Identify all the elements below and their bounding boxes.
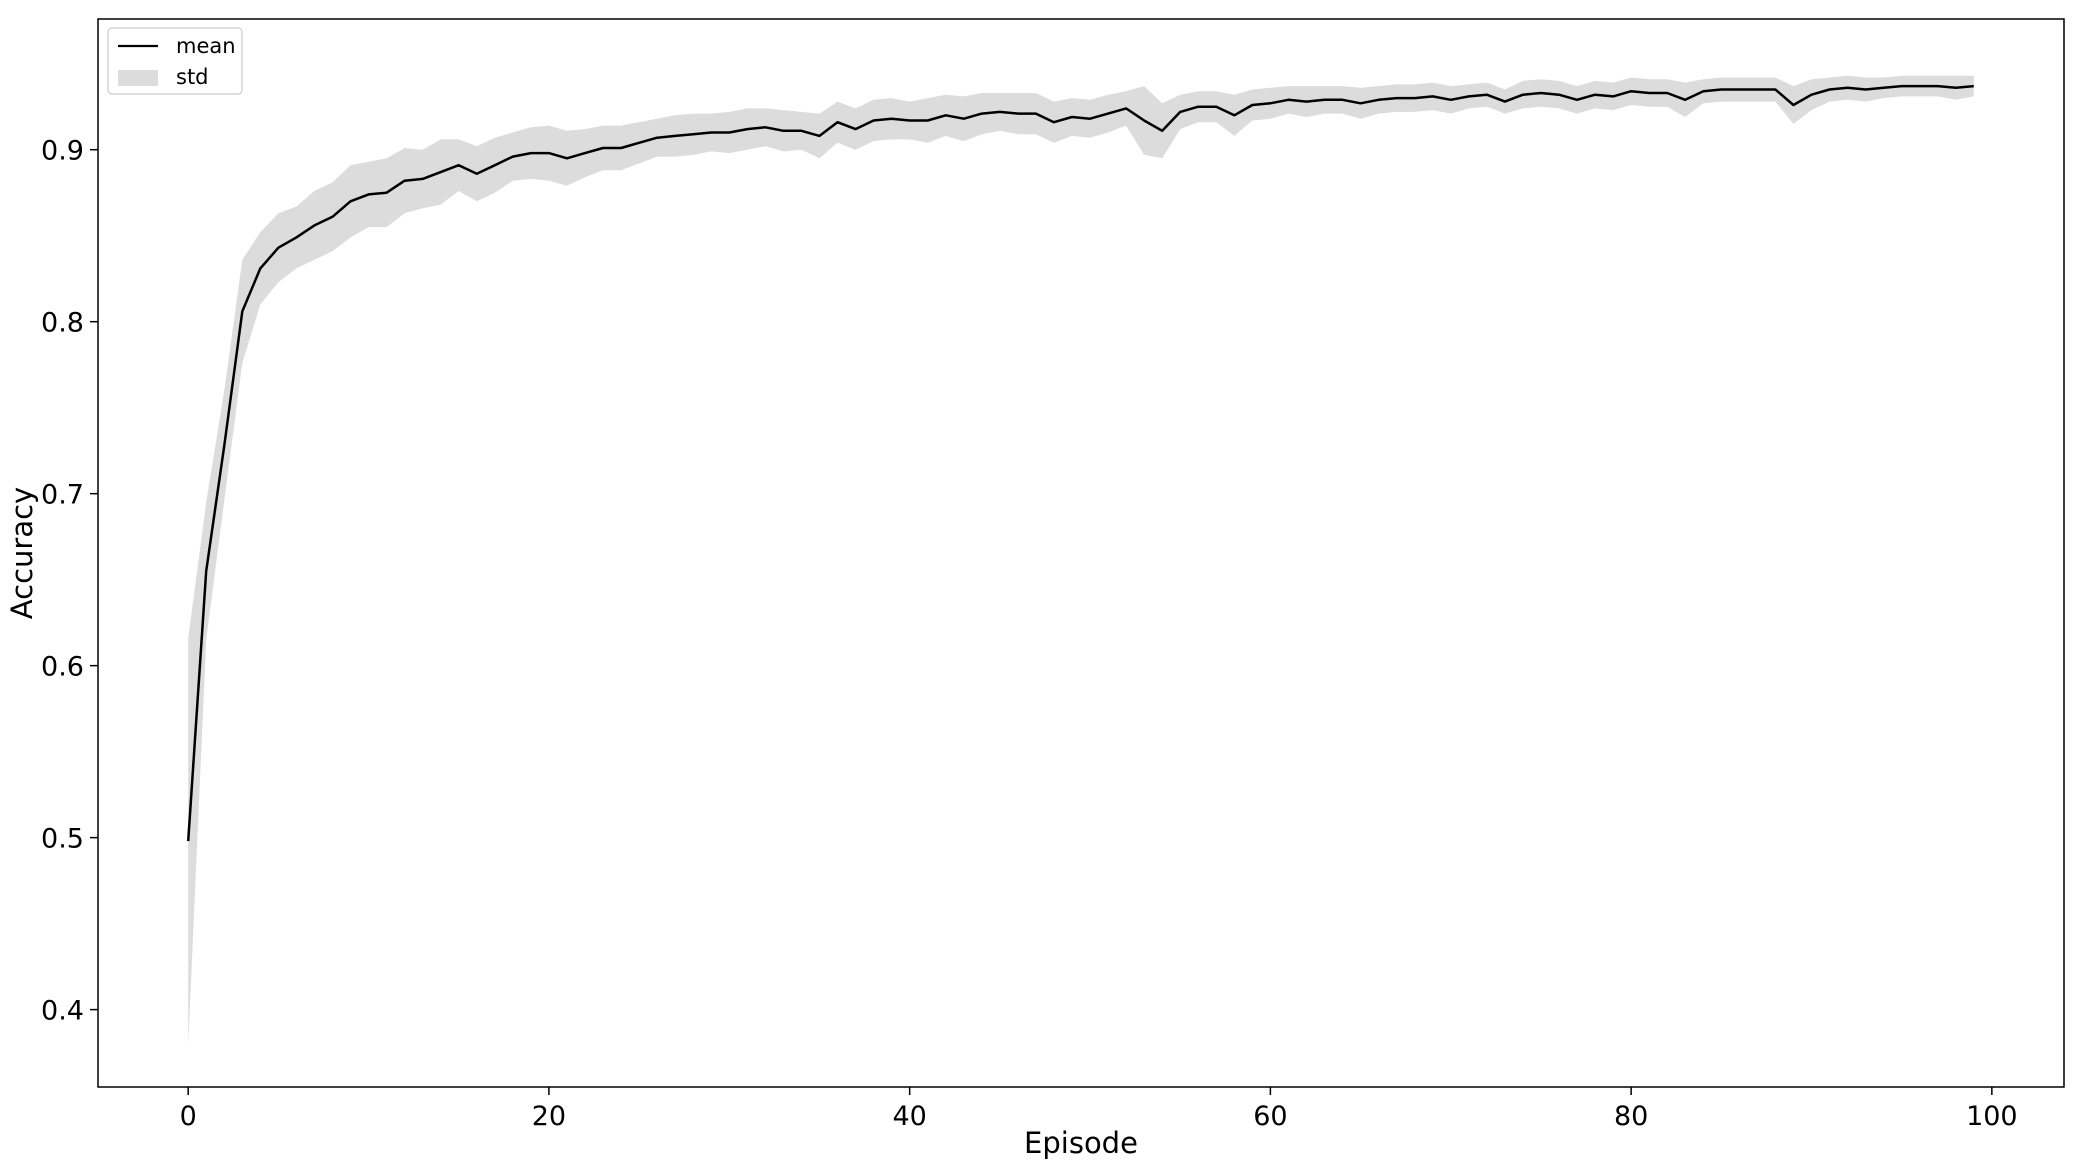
- y-tick-label: 0.5: [41, 824, 84, 855]
- y-tick-label: 0.8: [41, 308, 84, 339]
- y-tick-label: 0.7: [41, 480, 84, 511]
- legend-std-swatch: [118, 70, 158, 86]
- y-axis: 0.4 0.5 0.6 0.7 0.8 0.9: [41, 136, 98, 1027]
- legend-std-label: std: [176, 65, 209, 89]
- axes-frame: [97, 18, 2065, 1088]
- y-tick-label: 0.4: [41, 996, 84, 1027]
- std-band: [188, 75, 1974, 1045]
- x-tick-label: 80: [1614, 1101, 1648, 1132]
- x-tick-label: 60: [1253, 1101, 1287, 1132]
- legend: mean std: [107, 27, 243, 95]
- x-axis: 0 20 40 60 80 100: [180, 1087, 2018, 1132]
- mean-line: [186, 84, 1974, 842]
- x-axis-label: Episode: [1024, 1126, 1138, 1160]
- y-tick-label: 0.9: [41, 136, 84, 167]
- y-axis-label: Accuracy: [5, 487, 39, 619]
- plot-area: [186, 75, 1974, 1045]
- x-tick-label: 0: [180, 1101, 197, 1132]
- y-tick-label: 0.6: [41, 652, 84, 683]
- x-tick-label: 20: [532, 1101, 566, 1132]
- x-tick-label: 100: [1966, 1101, 2018, 1132]
- legend-mean-label: mean: [176, 34, 236, 58]
- x-tick-label: 40: [892, 1101, 926, 1132]
